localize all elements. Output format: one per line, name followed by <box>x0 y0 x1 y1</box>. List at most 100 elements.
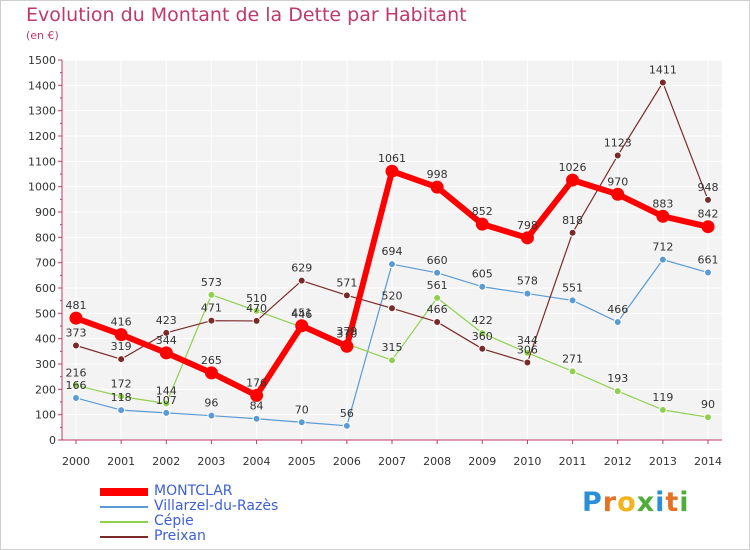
data-point <box>250 388 264 402</box>
data-label: 571 <box>336 276 357 289</box>
data-label: 422 <box>472 314 493 327</box>
data-point <box>72 393 80 402</box>
data-label: 319 <box>111 340 132 353</box>
data-point <box>162 408 171 417</box>
chart-title: Evolution du Montant de la Dette par Hab… <box>26 4 467 26</box>
data-label: 573 <box>201 276 222 289</box>
data-label: 629 <box>291 262 312 275</box>
logo-letter: P <box>582 487 603 518</box>
data-point <box>433 268 442 277</box>
data-label: 344 <box>517 334 538 347</box>
data-point <box>611 187 625 201</box>
y-tick-label: 100 <box>35 409 56 422</box>
data-point <box>388 356 396 365</box>
data-label: 84 <box>250 400 264 413</box>
data-label: 712 <box>652 241 673 254</box>
data-label: 1061 <box>378 152 406 165</box>
data-label: 118 <box>111 391 132 404</box>
y-tick-label: 1000 <box>28 181 56 194</box>
data-point <box>704 413 712 422</box>
data-label: 176 <box>246 376 267 389</box>
y-tick-label: 500 <box>35 307 56 320</box>
x-tick-label: 2001 <box>107 455 135 468</box>
x-tick-label: 2012 <box>604 455 632 468</box>
data-point <box>114 328 128 342</box>
y-tick-label: 1400 <box>28 79 56 92</box>
x-tick-label: 2003 <box>197 455 225 468</box>
data-point <box>117 406 126 415</box>
data-label: 265 <box>201 354 222 367</box>
data-point <box>566 173 580 187</box>
legend-swatch <box>100 536 148 538</box>
logo-letter: i <box>655 487 666 518</box>
data-label: 970 <box>607 175 628 188</box>
data-point <box>117 355 126 364</box>
data-label: 373 <box>66 327 87 340</box>
data-point <box>342 421 351 430</box>
y-tick-label: 200 <box>35 383 56 396</box>
data-label: 271 <box>562 352 583 365</box>
data-point <box>388 304 396 313</box>
data-label: 470 <box>246 302 267 315</box>
data-label: 852 <box>472 205 493 218</box>
logo-letter: i <box>679 487 690 518</box>
data-label: 379 <box>336 325 357 338</box>
chart-subtitle: (en €) <box>26 29 59 42</box>
data-label: 416 <box>111 316 132 329</box>
data-label: 216 <box>66 366 87 379</box>
x-tick-label: 2007 <box>378 455 406 468</box>
data-label: 344 <box>156 334 177 347</box>
data-point <box>658 255 667 264</box>
data-point <box>207 290 216 299</box>
data-label: 520 <box>382 289 403 302</box>
data-point <box>162 399 171 408</box>
y-tick-label: 700 <box>35 257 56 270</box>
data-label: 466 <box>427 303 448 316</box>
data-point <box>295 319 309 333</box>
x-tick-label: 2005 <box>288 455 316 468</box>
data-label: 883 <box>652 197 673 210</box>
data-point <box>523 289 532 298</box>
y-tick-label: 400 <box>35 333 56 346</box>
data-point <box>252 414 261 423</box>
data-label: 481 <box>66 299 87 312</box>
data-point <box>69 311 83 325</box>
data-point <box>658 78 667 87</box>
legend-label: Villarzel-du-Razès <box>154 498 279 514</box>
data-label: 96 <box>204 397 218 410</box>
y-tick-label: 900 <box>35 206 56 219</box>
data-point <box>701 220 715 234</box>
data-point <box>430 180 444 194</box>
data-label: 423 <box>156 314 177 327</box>
data-point <box>159 346 173 360</box>
data-point <box>252 316 261 325</box>
data-label: 370 <box>336 327 357 340</box>
x-tick-label: 2009 <box>468 455 496 468</box>
legend-swatch <box>100 506 148 508</box>
data-point <box>478 344 487 353</box>
data-point <box>340 339 354 353</box>
data-point <box>297 276 306 285</box>
x-tick-label: 2011 <box>559 455 587 468</box>
data-label: 315 <box>382 341 403 354</box>
data-label: 56 <box>340 407 354 420</box>
data-point <box>613 151 622 160</box>
data-label: 551 <box>562 281 583 294</box>
data-point <box>252 306 261 315</box>
legend-label: MONTCLAR <box>154 483 233 499</box>
data-point <box>433 317 442 326</box>
data-label: 1411 <box>649 64 677 77</box>
y-tick-label: 1200 <box>28 130 56 143</box>
logo-letter: t <box>665 487 680 518</box>
x-tick-label: 2004 <box>243 455 271 468</box>
data-point <box>613 387 622 396</box>
data-label: 660 <box>427 254 448 267</box>
data-label: 661 <box>698 254 719 267</box>
data-label: 446 <box>291 308 312 321</box>
data-label: 107 <box>156 394 177 407</box>
data-point <box>475 217 489 231</box>
data-label: 561 <box>427 279 448 292</box>
logo-letter: o <box>617 487 637 518</box>
x-tick-label: 2008 <box>423 455 451 468</box>
